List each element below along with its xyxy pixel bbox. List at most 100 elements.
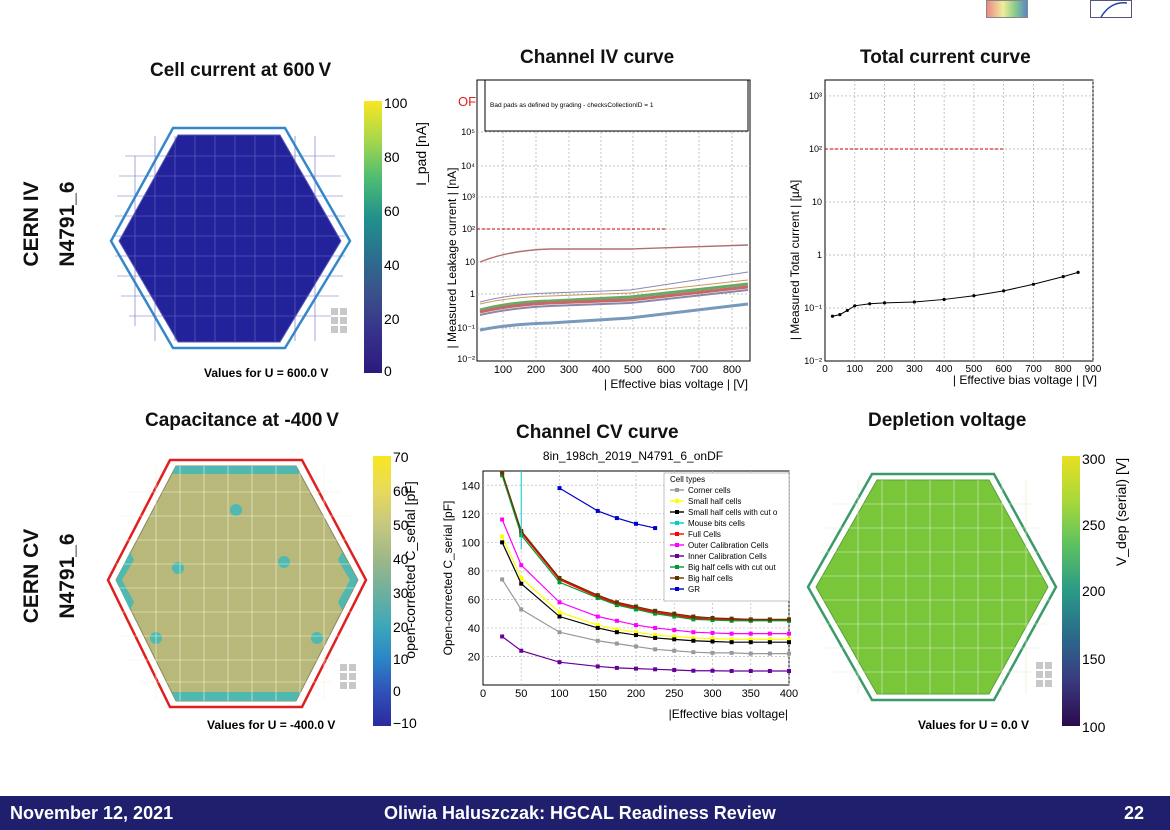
cv-data-point xyxy=(710,668,715,673)
cv-legend-label: Small half cells with cut o xyxy=(688,508,778,517)
iv-ylabel: | Measured Leakage current | [nA] xyxy=(445,167,459,348)
cv-data-point xyxy=(653,526,658,531)
cv-data-point xyxy=(672,668,677,673)
cv-data-point xyxy=(787,640,791,645)
cv-data-point xyxy=(595,593,600,598)
iv-ytick: 10⁴ xyxy=(461,161,475,171)
cv-xtick: 300 xyxy=(703,688,721,700)
total-data-point xyxy=(853,304,857,308)
cv-data-point xyxy=(691,635,696,640)
cv-legend-label: Big half cells with cut out xyxy=(688,563,776,572)
iv-ytick: 10⁻¹ xyxy=(457,323,475,333)
iv-xtick: 200 xyxy=(527,364,545,376)
depletion-colorbar-axis: 300 250 200 150 100 V_dep (serial) [V] xyxy=(1082,451,1129,735)
cv-legend-marker xyxy=(675,587,679,591)
cv-xtick: 350 xyxy=(742,688,760,700)
cv-data-point xyxy=(710,636,715,641)
cv-data-point xyxy=(634,633,638,638)
cv-data-point xyxy=(557,580,562,585)
total-xtick: 600 xyxy=(995,364,1012,375)
cv-data-point xyxy=(748,617,753,622)
cv-data-point xyxy=(614,665,619,670)
cv-data-point xyxy=(557,614,562,619)
cv-data-point xyxy=(500,577,505,582)
cv-data-point xyxy=(519,581,524,586)
iv-annotation: Bad pads as defined by grading - checksC… xyxy=(490,102,654,109)
cv-legend-label: Outer Calibration Cells xyxy=(688,541,768,550)
capacitance-colorbar-axis: 70 60 50 40 30 20 10 0 −10 open-correcte… xyxy=(393,450,418,731)
cv-data-point xyxy=(691,650,696,655)
total-data-point xyxy=(1061,275,1065,279)
cv-data-point xyxy=(729,650,734,655)
cv-ytick: 80 xyxy=(468,566,480,578)
row-label-iv-line2: N4791_6 xyxy=(56,181,79,267)
iv-xtick: 300 xyxy=(560,364,578,376)
cv-data-point xyxy=(767,631,772,636)
cv-data-point xyxy=(672,634,677,639)
footer-page-number: 22 xyxy=(1124,803,1145,823)
cell-current-hexmap xyxy=(109,126,352,350)
cv-data-point xyxy=(787,631,791,636)
iv-ytick: 10⁵ xyxy=(461,127,475,137)
cb2-label: open-corrected C_serial [pF] xyxy=(402,481,418,658)
cv-data-point xyxy=(595,638,600,643)
cv-data-point xyxy=(519,563,524,568)
cv-data-point xyxy=(614,516,619,521)
cv-data-point xyxy=(691,638,696,643)
total-data-point xyxy=(942,297,946,302)
cv-data-point xyxy=(614,618,619,623)
cv-xtick: 0 xyxy=(480,688,486,700)
total-xtick: 0 xyxy=(822,364,828,375)
total-data-point xyxy=(1031,282,1036,286)
cv-legend-marker xyxy=(675,565,679,569)
cv-ytick: 100 xyxy=(462,537,480,549)
title-capacitance: Capacitance at -400 V xyxy=(145,410,339,431)
cv-xtick: 250 xyxy=(665,688,683,700)
cb2-tick: 10 xyxy=(393,651,409,667)
cb3-tick: 100 xyxy=(1082,719,1106,735)
cv-data-point xyxy=(748,669,753,674)
cv-legend-label: Small half cells xyxy=(688,497,741,506)
row-label-cv-line2: N4791_6 xyxy=(56,533,79,619)
iv-xlabel: | Effective bias voltage | [V] xyxy=(604,377,748,391)
depletion-hexmap xyxy=(806,472,1058,702)
cv-data-point xyxy=(767,637,772,642)
cv-series-line xyxy=(501,475,789,622)
cb1-tick: 0 xyxy=(384,363,392,379)
cv-data-point xyxy=(614,600,619,605)
cv-data-point xyxy=(672,614,677,619)
cv-xlabel: |Effective bias voltage| xyxy=(669,707,788,721)
cv-data-point xyxy=(729,616,734,621)
cb2-tick: 70 xyxy=(393,450,409,465)
title-depletion: Depletion voltage xyxy=(868,410,1027,431)
footer-date: November 12, 2021 xyxy=(10,803,174,823)
cv-data-point xyxy=(595,614,600,619)
cv-data-point xyxy=(691,617,696,622)
cv-series-line xyxy=(501,536,789,640)
total-xtick: 400 xyxy=(936,364,953,375)
cv-data-point xyxy=(557,600,562,605)
cb1-label: I_pad [nA] xyxy=(413,122,429,186)
cv-data-point xyxy=(500,517,505,522)
cb2-tick: 30 xyxy=(393,585,409,601)
iv-ytick: 10³ xyxy=(462,192,475,202)
total-ytick: 10² xyxy=(809,144,822,154)
total-ytick: 10 xyxy=(812,197,822,207)
cv-data-point xyxy=(614,630,619,635)
iv-of-marker: OF xyxy=(458,94,476,109)
cb2-tick: −10 xyxy=(393,715,417,731)
iv-xtick: 700 xyxy=(690,364,708,376)
total-xtick: 300 xyxy=(906,364,923,375)
iv-xtick: 800 xyxy=(723,364,741,376)
cv-data-point xyxy=(767,617,772,622)
cv-data-point xyxy=(614,603,619,608)
total-xtick: 900 xyxy=(1085,364,1102,375)
cv-data-point xyxy=(519,648,524,653)
cv-data-point xyxy=(595,595,600,600)
cv-legend-marker xyxy=(675,576,679,580)
iv-ytick: 10⁻² xyxy=(457,354,475,364)
cb3-tick: 200 xyxy=(1082,583,1106,599)
cv-data-point xyxy=(729,640,734,645)
cv-data-point xyxy=(634,623,638,628)
cv-data-point xyxy=(557,610,562,615)
